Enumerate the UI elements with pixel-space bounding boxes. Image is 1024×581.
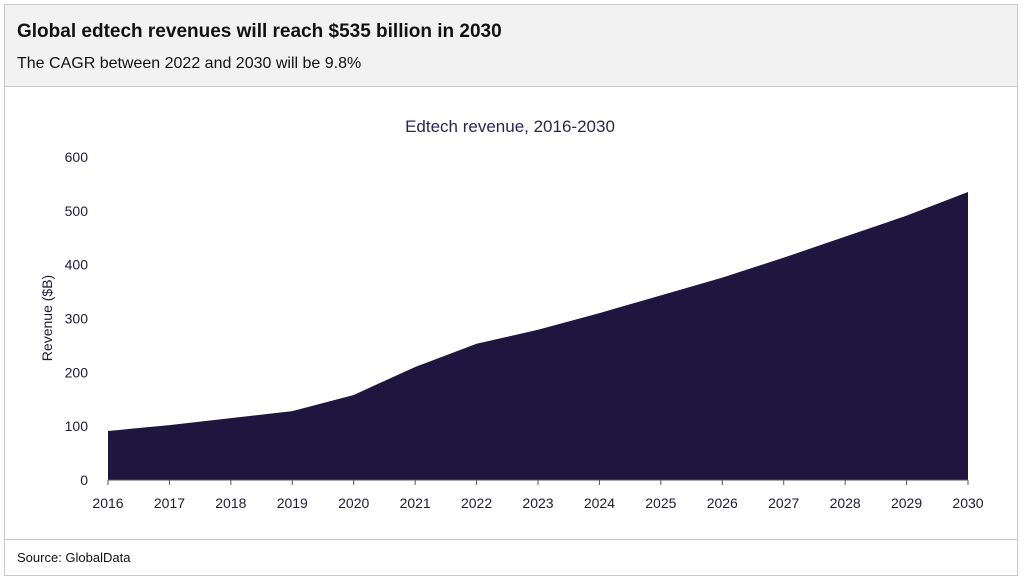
x-tick-label: 2025 xyxy=(645,495,676,511)
chart-title: Edtech revenue, 2016-2030 xyxy=(405,117,615,136)
x-tick-label: 2016 xyxy=(92,495,123,511)
x-tick-label: 2022 xyxy=(461,495,492,511)
y-tick-label: 0 xyxy=(80,472,88,488)
x-tick-label: 2027 xyxy=(768,495,799,511)
x-tick-label: 2021 xyxy=(400,495,431,511)
x-tick-label: 2017 xyxy=(154,495,185,511)
y-tick-label: 300 xyxy=(65,311,89,327)
y-axis-title: Revenue ($B) xyxy=(39,275,55,361)
y-tick-label: 100 xyxy=(65,418,89,434)
y-axis-ticks: 0 100 200 300 400 500 600 xyxy=(65,149,89,488)
y-tick-label: 200 xyxy=(65,364,89,380)
x-tick-label: 2018 xyxy=(215,495,246,511)
footer: Source: GlobalData xyxy=(5,539,1017,575)
x-tick-label: 2029 xyxy=(891,495,922,511)
y-tick-label: 600 xyxy=(65,149,89,165)
x-axis-ticks: 2016 2017 2018 2019 2020 2021 2022 2023 2024 2025… xyxy=(92,480,984,511)
area-series-0 xyxy=(108,191,968,480)
header: Global edtech revenues will reach $535 b… xyxy=(5,5,1017,87)
x-tick-label: 2026 xyxy=(707,495,738,511)
x-tick-label: 2020 xyxy=(338,495,369,511)
subheadline: The CAGR between 2022 and 2030 will be 9… xyxy=(17,55,362,72)
y-tick-label: 400 xyxy=(65,257,89,273)
x-tick-label: 2019 xyxy=(277,495,308,511)
x-tick-label: 2024 xyxy=(584,495,615,511)
y-tick-label: 500 xyxy=(65,203,89,219)
source-note: Source: GlobalData xyxy=(17,550,131,565)
headline: Global edtech revenues will reach $535 b… xyxy=(17,21,502,42)
series-layer xyxy=(108,191,968,480)
x-tick-label: 2028 xyxy=(830,495,861,511)
x-tick-label: 2030 xyxy=(952,495,983,511)
x-tick-label: 2023 xyxy=(522,495,553,511)
